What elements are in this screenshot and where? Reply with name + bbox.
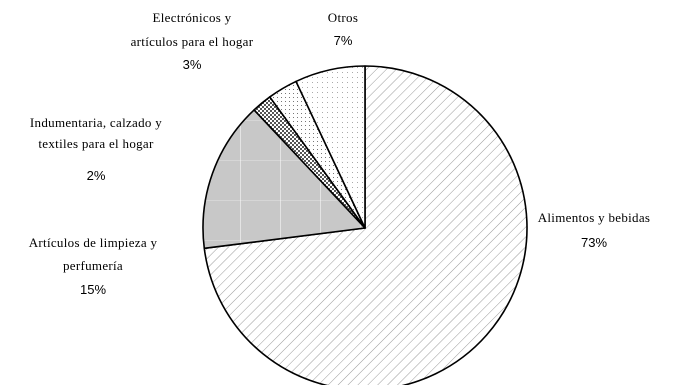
label-limpieza-line1: Artículos de limpieza y [29,235,158,250]
pie-labels: Alimentos y bebidas 73% Artículos de lim… [29,10,651,297]
label-alimentos-pct: 73% [581,235,607,250]
pie-slice-4 [295,65,366,229]
label-otros-pct: 7% [334,33,353,48]
label-electronicos-line2: artículos para el hogar [131,34,254,49]
label-limpieza-pct: 15% [80,282,106,297]
label-otros-line1: Otros [328,10,358,25]
label-indumentaria-line1: Indumentaria, calzado y [30,115,162,130]
label-electronicos-line1: Electrónicos y [153,10,232,25]
label-limpieza-line2: perfumería [63,258,123,273]
pie-slices [202,65,528,385]
pie-slice-1 [202,109,366,250]
label-electronicos-pct: 3% [183,57,202,72]
label-indumentaria-line2: textiles para el hogar [38,136,154,151]
label-indumentaria-pct: 2% [87,168,106,183]
label-alimentos-line1: Alimentos y bebidas [538,210,651,225]
